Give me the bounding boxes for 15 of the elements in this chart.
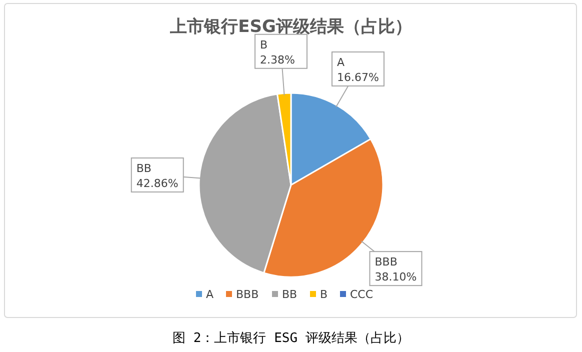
caption: 图 2：上市银行 ESG 评级结果（占比） xyxy=(172,331,410,346)
legend-label: BBB xyxy=(236,288,259,301)
data-label: 42.86% xyxy=(136,176,178,190)
data-label: 2.38% xyxy=(260,53,295,66)
slice-label: B xyxy=(260,38,268,52)
data-label: 16.67% xyxy=(337,70,379,84)
data-label: 38.10% xyxy=(374,270,417,284)
legend-label: CCC xyxy=(350,288,374,301)
slice-label: BBB xyxy=(374,256,398,269)
slice-label: A xyxy=(337,56,346,69)
slice-label: BB xyxy=(136,162,152,175)
legend-label: B xyxy=(320,288,328,301)
legend-label: BB xyxy=(282,288,298,301)
chart-title: 上市银行ESG评级结果（占比） xyxy=(169,17,412,37)
legend-label: A xyxy=(206,288,214,301)
